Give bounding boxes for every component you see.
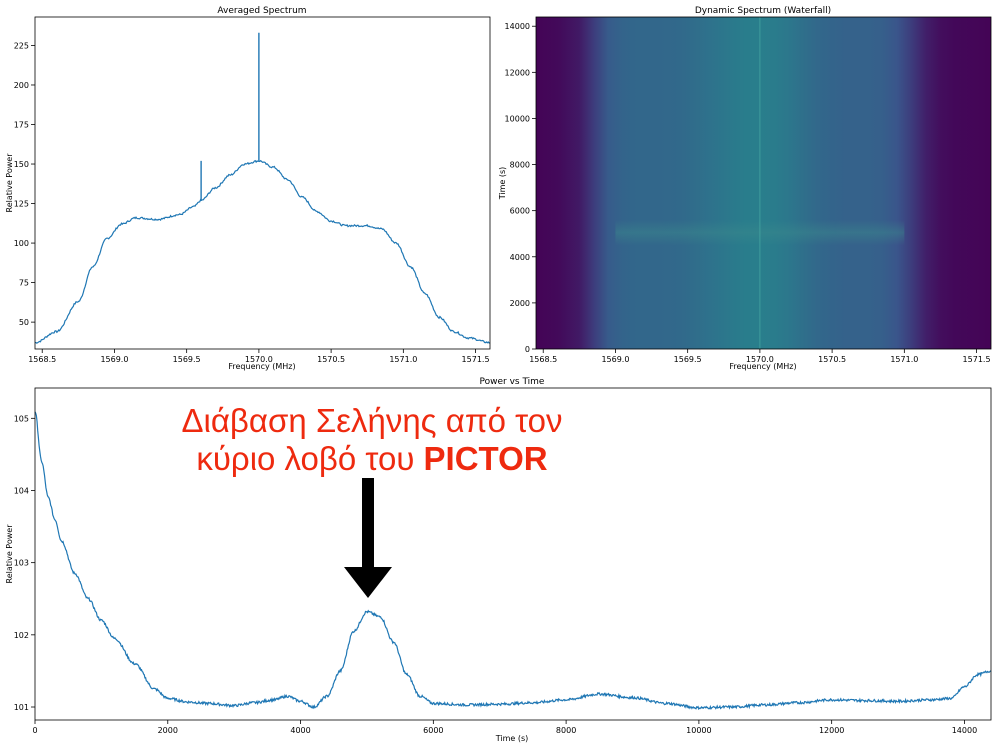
waterfall-chart: Dynamic Spectrum (Waterfall) 1568.5 1569.…	[498, 6, 992, 371]
waterfall-heatmap	[536, 17, 991, 349]
waterfall-ytick-label: 12000	[505, 68, 530, 77]
annotation-arrow	[344, 478, 392, 598]
waterfall-xtick-label: 1570.5	[818, 355, 846, 364]
annotation-arrow-head	[344, 567, 392, 598]
power-vs-time-xtick-label: 12000	[819, 726, 844, 735]
averaged-spectrum-xtick-label: 1569.5	[173, 355, 201, 364]
averaged-spectrum-spikes	[200, 32, 260, 201]
power-vs-time-ytick-label: 103	[14, 559, 29, 568]
power-vs-time-xtick-label: 2000	[158, 726, 178, 735]
power-vs-time-xtick-label: 6000	[423, 726, 443, 735]
averaged-spectrum-xtick-label: 1570.5	[317, 355, 345, 364]
power-vs-time-line	[34, 411, 992, 711]
averaged-spectrum-ytick-label: 175	[14, 121, 29, 130]
power-vs-time-xtick-label: 10000	[686, 726, 711, 735]
power-vs-time-xtick-label: 8000	[556, 726, 576, 735]
power-vs-time-ticks: 0 2000 4000 6000 8000 10000 12000 14000 101 102 10…	[14, 414, 977, 735]
averaged-spectrum-ytick-label: 125	[14, 200, 29, 209]
power-vs-time-chart: Power vs Time 0 2000 4000 6000 8000 10000 1200…	[5, 377, 992, 743]
power-vs-time-xlabel: Time (s)	[495, 734, 529, 743]
averaged-spectrum-ytick-label: 150	[14, 160, 29, 169]
averaged-spectrum-ytick-label: 100	[14, 239, 29, 248]
power-vs-time-plot-area	[35, 388, 991, 720]
power-vs-time-ytick-label: 105	[14, 414, 29, 423]
waterfall-ticks: 1568.5 1569.0 1569.5 1570.0 1570.5 1571.0 1571…	[505, 22, 991, 364]
power-vs-time-xtick-label: 0	[32, 726, 37, 735]
averaged-spectrum-xtick-label: 1571.5	[462, 355, 490, 364]
averaged-spectrum-chart: Averaged Spectrum 1568.5 1569.0 1569.5 1570…	[5, 6, 491, 371]
power-vs-time-ytick-label: 104	[14, 486, 29, 495]
averaged-spectrum-plot-area	[35, 17, 490, 349]
waterfall-ytick-label: 0	[525, 345, 530, 354]
waterfall-ytick-label: 8000	[510, 161, 530, 170]
annotation-line-2: κύριο λοβό του PICTOR	[196, 440, 547, 477]
power-vs-time-title: Power vs Time	[480, 377, 545, 387]
power-vs-time-frame	[34, 387, 992, 721]
waterfall-xtick-label: 1571.0	[890, 355, 918, 364]
waterfall-xlabel: Frequency (MHz)	[729, 362, 796, 371]
waterfall-ytick-label: 2000	[510, 299, 530, 308]
waterfall-ytick-label: 6000	[510, 207, 530, 216]
averaged-spectrum-xtick-label: 1569.0	[100, 355, 128, 364]
averaged-spectrum-ytick-label: 75	[19, 279, 29, 288]
power-vs-time-xtick-label: 14000	[952, 726, 977, 735]
averaged-spectrum-ytick-label: 50	[19, 318, 29, 327]
averaged-spectrum-ytick-label: 200	[14, 81, 29, 90]
averaged-spectrum-title: Averaged Spectrum	[217, 6, 306, 16]
power-vs-time-xtick-label: 4000	[290, 726, 310, 735]
averaged-spectrum-ytick-label: 225	[14, 41, 29, 50]
power-vs-time-ylabel: Relative Power	[5, 524, 14, 584]
annotation-line-1: Διάβαση Σελήνης από τον	[181, 402, 562, 439]
waterfall-xtick-label: 1568.5	[529, 355, 557, 364]
averaged-spectrum-ticks: 1568.5 1569.0 1569.5 1570.0 1570.5 1571.0 1571…	[14, 41, 490, 364]
averaged-spectrum-line	[34, 159, 491, 344]
waterfall-ytick-label: 14000	[505, 22, 530, 31]
waterfall-xtick-label: 1571.5	[963, 355, 991, 364]
waterfall-xtick-label: 1570.0	[746, 355, 774, 364]
waterfall-ytick-label: 10000	[505, 114, 530, 123]
waterfall-frame	[535, 16, 992, 350]
averaged-spectrum-xtick-label: 1568.5	[28, 355, 56, 364]
power-vs-time-ytick-label: 102	[14, 631, 29, 640]
waterfall-title: Dynamic Spectrum (Waterfall)	[695, 6, 831, 16]
averaged-spectrum-xtick-label: 1571.0	[389, 355, 417, 364]
power-vs-time-ytick-label: 101	[14, 703, 29, 712]
waterfall-ytick-label: 4000	[510, 253, 530, 262]
annotation-line-2-bold: PICTOR	[424, 440, 548, 477]
averaged-spectrum-xlabel: Frequency (MHz)	[228, 362, 295, 371]
waterfall-xtick-label: 1569.0	[601, 355, 629, 364]
annotation-line-2-prefix: κύριο λοβό του	[196, 440, 423, 477]
averaged-spectrum-xtick-label: 1570.0	[245, 355, 273, 364]
waterfall-ylabel: Time (s)	[498, 167, 507, 201]
averaged-spectrum-ylabel: Relative Power	[5, 153, 14, 213]
waterfall-xtick-label: 1569.5	[674, 355, 702, 364]
annotation-arrow-shaft	[362, 478, 374, 570]
averaged-spectrum-frame	[34, 16, 491, 350]
